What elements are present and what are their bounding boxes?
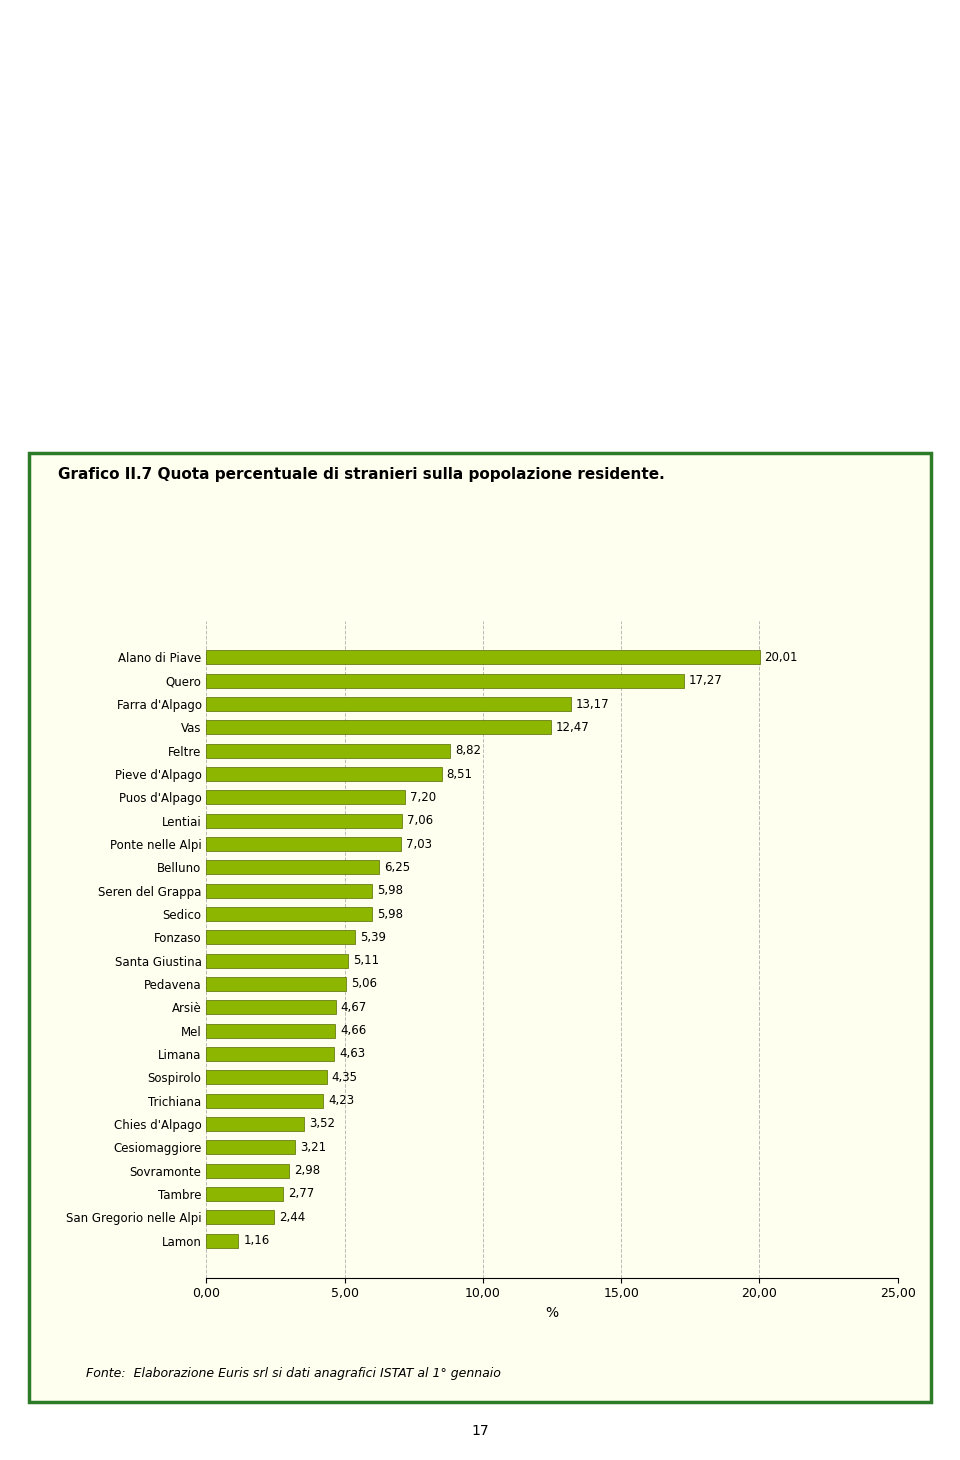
Text: 4,63: 4,63 [340, 1047, 366, 1060]
Text: 5,39: 5,39 [360, 931, 386, 943]
Text: 17: 17 [471, 1424, 489, 1438]
Bar [206, 743, 450, 758]
Bar [206, 953, 348, 968]
Bar [206, 1187, 283, 1202]
Text: 5,11: 5,11 [352, 955, 379, 967]
Bar [206, 1000, 335, 1015]
Text: 5,98: 5,98 [376, 885, 402, 898]
Text: 13,17: 13,17 [575, 698, 610, 711]
Text: 3,21: 3,21 [300, 1140, 326, 1153]
Text: 5,06: 5,06 [351, 978, 377, 990]
Text: 20,01: 20,01 [764, 651, 798, 664]
Text: 2,77: 2,77 [288, 1187, 314, 1200]
Text: 1,16: 1,16 [244, 1234, 270, 1247]
Text: 3,52: 3,52 [309, 1117, 335, 1130]
Text: 12,47: 12,47 [556, 721, 589, 734]
Text: 7,06: 7,06 [407, 815, 433, 828]
Text: 8,82: 8,82 [455, 745, 481, 758]
Text: 5,98: 5,98 [376, 908, 402, 920]
Text: 17,27: 17,27 [689, 675, 723, 688]
Text: 8,51: 8,51 [446, 768, 472, 781]
X-axis label: %: % [545, 1305, 559, 1320]
Text: 7,03: 7,03 [406, 838, 432, 851]
Text: Fonte:  Elaborazione Euris srl si dati anagrafici ISTAT al 1° gennaio: Fonte: Elaborazione Euris srl si dati an… [86, 1367, 501, 1380]
Bar [206, 1210, 274, 1225]
Bar [206, 696, 570, 711]
Bar [206, 1070, 326, 1085]
Bar [206, 1164, 289, 1178]
Text: 2,44: 2,44 [278, 1210, 305, 1223]
Bar [206, 813, 401, 828]
Text: 4,67: 4,67 [341, 1000, 367, 1013]
Bar [206, 1047, 334, 1061]
Bar [206, 1234, 238, 1248]
Bar [206, 1140, 295, 1155]
Bar [206, 860, 379, 875]
Bar [206, 907, 372, 921]
Text: 4,35: 4,35 [331, 1070, 358, 1083]
Bar [206, 930, 355, 945]
Bar [206, 977, 347, 991]
Bar [206, 1094, 324, 1108]
Text: 7,20: 7,20 [411, 791, 437, 804]
Bar [206, 837, 400, 851]
Bar [206, 1117, 303, 1132]
Bar [206, 673, 684, 688]
Bar [206, 720, 551, 734]
Bar [206, 790, 405, 804]
Bar [206, 883, 372, 898]
Bar [206, 650, 759, 664]
Bar [206, 766, 442, 781]
Text: 2,98: 2,98 [294, 1164, 320, 1177]
Text: 4,23: 4,23 [328, 1094, 354, 1107]
Text: 4,66: 4,66 [340, 1023, 367, 1037]
Text: 6,25: 6,25 [384, 861, 410, 875]
Text: Grafico II.7 Quota percentuale di stranieri sulla popolazione residente.: Grafico II.7 Quota percentuale di strani… [58, 467, 664, 482]
Bar [206, 1023, 335, 1038]
